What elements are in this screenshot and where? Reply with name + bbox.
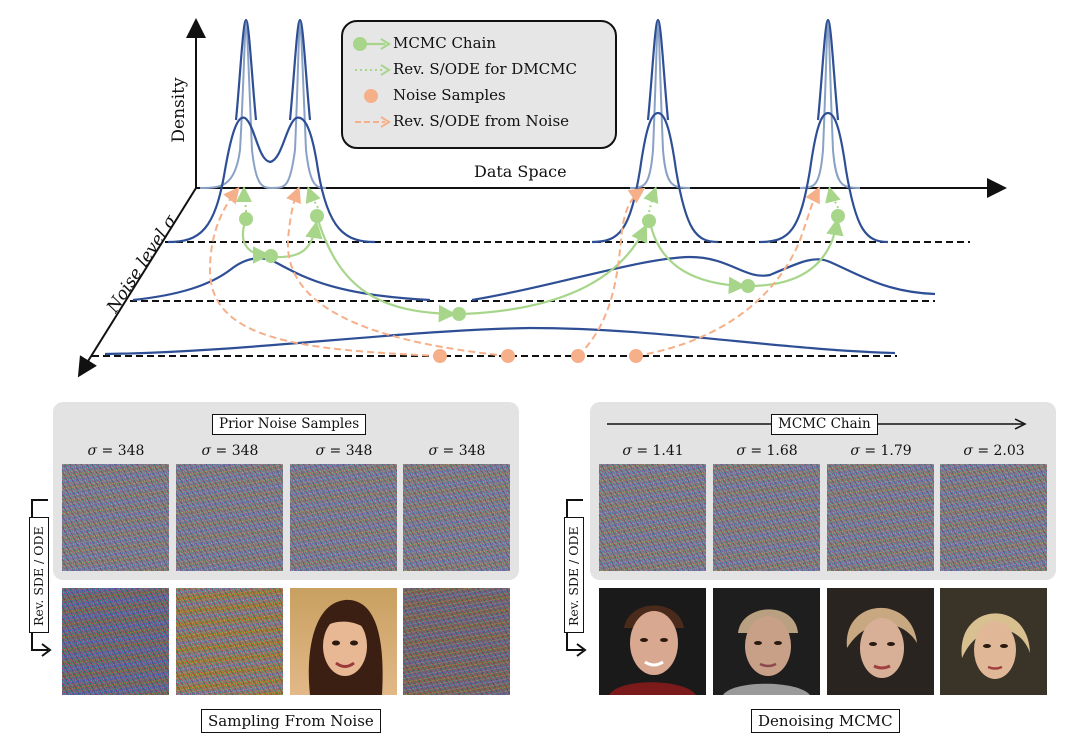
noise-level-diagram (77, 18, 1007, 378)
generated-sample-noisy-face (176, 588, 283, 695)
z-axis (77, 187, 197, 378)
mcmc-chain-header: MCMC Chain (771, 414, 878, 435)
sigma-label: σ = 2.03 (963, 443, 1025, 459)
mcmc-chain-arrow-5 (648, 221, 747, 295)
density-level-1-mid (591, 111, 719, 244)
clean-density-curve-3 (799, 18, 861, 189)
mcmc-chain-arrow-4 (461, 224, 648, 316)
peak-curve-4 (816, 18, 840, 121)
sigma-label: σ = 1.68 (736, 443, 798, 459)
noise-arrow-3 (577, 187, 646, 357)
density-level-2-right (471, 255, 936, 302)
noise-arrow-2 (286, 186, 509, 357)
generated-sample-noisy-face (62, 588, 169, 695)
denoising-mcmc-caption: Denoising MCMC (751, 709, 900, 733)
prior-noise-header: Prior Noise Samples (212, 414, 367, 435)
legend-label: Rev. S/ODE for DMCMC (393, 60, 577, 78)
clean-density-curve-2 (629, 18, 691, 189)
sigma-label: σ = 348 (428, 443, 486, 459)
dotted-arrow-2 (305, 186, 321, 209)
noise-image (62, 464, 169, 571)
clean-density-curve (199, 18, 327, 190)
mcmc-sample-dot (310, 209, 324, 223)
denoised-face (599, 588, 706, 695)
sigma-label: σ = 348 (201, 443, 259, 459)
peak-curve-3 (646, 18, 670, 121)
noise-arrow-1 (208, 186, 441, 357)
noise-image (403, 464, 510, 571)
mcmc-chain-arrow-2 (274, 220, 323, 259)
density-level-2-left (132, 257, 431, 302)
dotted-arrow-3 (643, 186, 659, 213)
rev-sde-label-right: Rev. SDE / ODE (564, 517, 584, 633)
legend-label: Rev. S/ODE from Noise (393, 112, 570, 130)
density-level-3 (104, 326, 896, 356)
orange-dot-icon (364, 89, 378, 103)
noise-sample-dot (629, 349, 643, 363)
mcmc-noisy-image (713, 464, 820, 571)
x-axis-label: Data Space (474, 162, 567, 181)
density-level-1-left (167, 116, 376, 244)
dotted-arrow-4 (825, 186, 841, 209)
noise-sample-dot (433, 349, 447, 363)
denoised-face (827, 588, 934, 695)
noise-arrow-4 (635, 186, 820, 357)
legend: MCMC Chain Rev. S/ODE for DMCMC Noise Sa… (341, 20, 617, 149)
green-dotted-arrow-icon (355, 64, 391, 76)
legend-label: MCMC Chain (393, 34, 496, 52)
orange-dashed-arrow-icon (355, 116, 391, 128)
mcmc-chain-arrow-6 (751, 217, 844, 288)
sigma-label: σ = 1.79 (850, 443, 912, 459)
mcmc-sample-dot (452, 307, 466, 321)
density-level-1-right (759, 111, 889, 244)
mcmc-chain-arrow-3 (316, 219, 457, 323)
noise-image (176, 464, 283, 571)
mcmc-sample-dot (239, 212, 253, 226)
peak-curve-1 (234, 18, 258, 121)
sampling-from-noise-caption: Sampling From Noise (201, 709, 381, 733)
sigma-label: σ = 348 (315, 443, 373, 459)
mcmc-chain-arrow-1 (241, 221, 271, 264)
sigma-label: σ = 348 (87, 443, 145, 459)
dotted-arrow-1 (236, 186, 253, 213)
mcmc-noisy-image (827, 464, 934, 571)
noise-sample-dot (501, 349, 515, 363)
generated-sample-clean-face (290, 588, 397, 695)
face-sketch (308, 599, 383, 695)
noise-sample-dot (571, 349, 585, 363)
mcmc-noisy-image (940, 464, 1047, 571)
denoised-face (713, 588, 820, 695)
peak-curve-2 (288, 18, 312, 121)
mcmc-sample-dot (741, 279, 755, 293)
mcmc-noisy-image (599, 464, 706, 571)
generated-sample-noisy-face (403, 588, 510, 695)
denoised-face (940, 588, 1047, 695)
sigma-label: σ = 1.41 (622, 443, 684, 459)
legend-label: Noise Samples (393, 86, 506, 104)
mcmc-sample-dot (831, 209, 845, 223)
mcmc-sample-dot (642, 214, 656, 228)
rev-sde-label-left: Rev. SDE / ODE (29, 517, 49, 633)
noise-image (290, 464, 397, 571)
mcmc-sample-dot (264, 249, 278, 263)
y-axis-label: Density (169, 77, 189, 143)
green-dot-solid-arrow-icon (353, 37, 391, 51)
